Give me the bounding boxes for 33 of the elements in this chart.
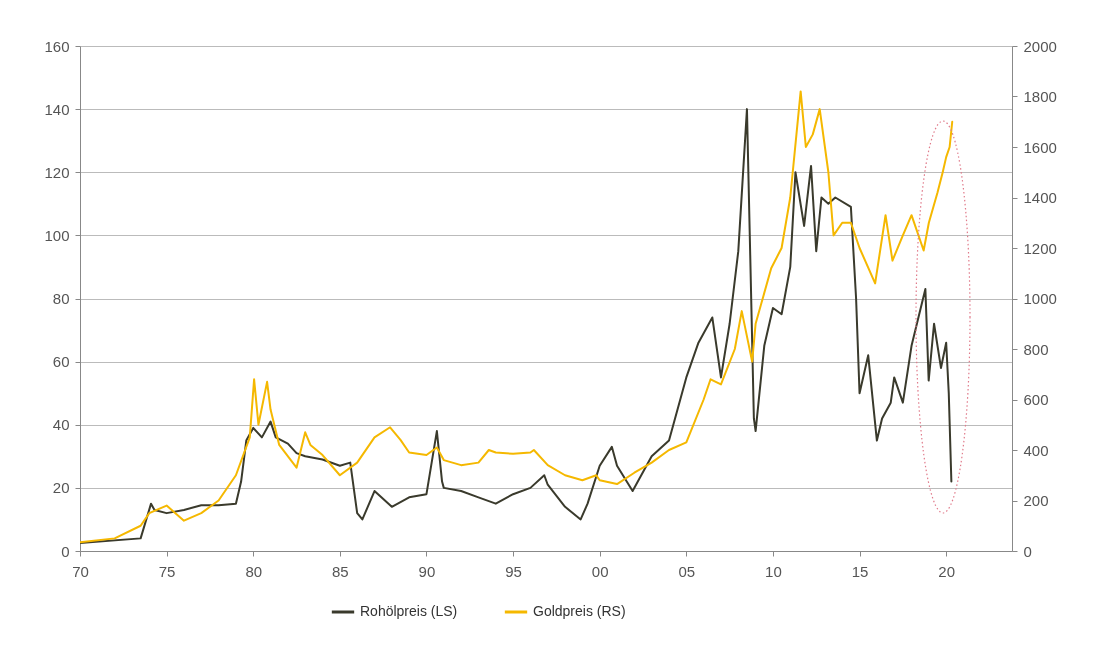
legend-label: Rohölpreis (LS) xyxy=(360,603,458,619)
y-tick-label: 40 xyxy=(52,416,70,434)
y-tick-label: 140 xyxy=(44,100,70,118)
y2-tick-label: 200 xyxy=(1023,492,1049,509)
x-tick-label: 10 xyxy=(765,562,782,580)
x-tick-label: 20 xyxy=(938,562,956,580)
y2-tick-label: 1600 xyxy=(1023,138,1057,156)
y-tick-label: 160 xyxy=(44,37,70,55)
y2-tick-label: 1000 xyxy=(1023,290,1057,307)
x-tick-label: 90 xyxy=(418,562,436,580)
x-tick-label: 85 xyxy=(332,562,349,580)
x-tick-label: 05 xyxy=(678,562,696,580)
x-tick-label: 15 xyxy=(851,562,869,580)
y2-tick-label: 800 xyxy=(1023,340,1049,358)
y-tick-label: 100 xyxy=(44,226,70,244)
y2-tick-label: 2000 xyxy=(1023,37,1057,55)
y-tick-label: 20 xyxy=(52,479,70,497)
y-tick-label: 80 xyxy=(52,290,70,307)
y2-tick-label: 1800 xyxy=(1023,88,1057,105)
x-tick-label: 75 xyxy=(158,562,176,580)
y2-tick-label: 1400 xyxy=(1023,189,1057,206)
y2-tick-label: 0 xyxy=(1023,542,1032,560)
y2-tick-label: 600 xyxy=(1023,391,1049,408)
y-tick-label: 0 xyxy=(61,542,70,560)
y-tick-label: 120 xyxy=(44,163,70,181)
y-tick-label: 60 xyxy=(52,353,70,371)
y2-tick-label: 1200 xyxy=(1023,239,1057,257)
x-tick-label: 95 xyxy=(505,562,522,580)
x-tick-label: 70 xyxy=(72,562,89,580)
x-tick-label: 00 xyxy=(591,562,609,580)
y2-tick-label: 400 xyxy=(1023,441,1049,459)
legend-label: Goldpreis (RS) xyxy=(533,603,626,619)
x-tick-label: 80 xyxy=(245,562,263,580)
